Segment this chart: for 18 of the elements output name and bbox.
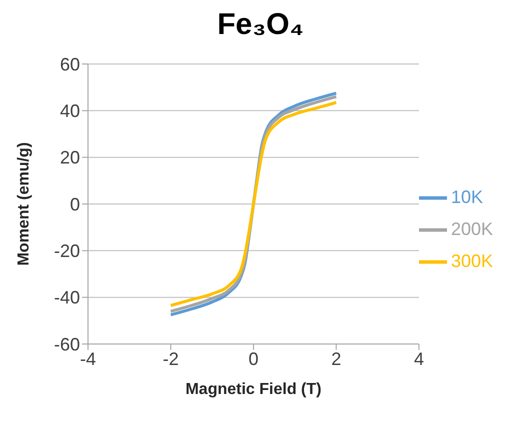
legend-label: 200K bbox=[450, 219, 493, 239]
y-tick-label: 40 bbox=[60, 101, 80, 122]
y-tick-label: 60 bbox=[60, 54, 80, 74]
x-tick-label: 2 bbox=[331, 348, 342, 369]
x-axis-title: Magnetic Field (T) bbox=[185, 381, 322, 398]
x-tick-label: -2 bbox=[162, 348, 179, 369]
y-tick-label: -60 bbox=[54, 334, 80, 354]
x-tick-label: 0 bbox=[248, 348, 258, 369]
y-tick-label: -20 bbox=[54, 241, 80, 262]
chart-title: Fe₃O₄ bbox=[216, 8, 305, 43]
y-tick-label: -40 bbox=[54, 288, 80, 308]
x-tick-label: -4 bbox=[80, 348, 96, 369]
y-tick-label: 0 bbox=[70, 194, 80, 214]
legend-label: 10K bbox=[450, 187, 483, 207]
legend-label: 300K bbox=[450, 251, 493, 271]
y-tick-label: 20 bbox=[60, 148, 80, 168]
y-axis-title: Moment (emu/g) bbox=[16, 142, 33, 266]
x-tick-label: 4 bbox=[414, 348, 424, 369]
